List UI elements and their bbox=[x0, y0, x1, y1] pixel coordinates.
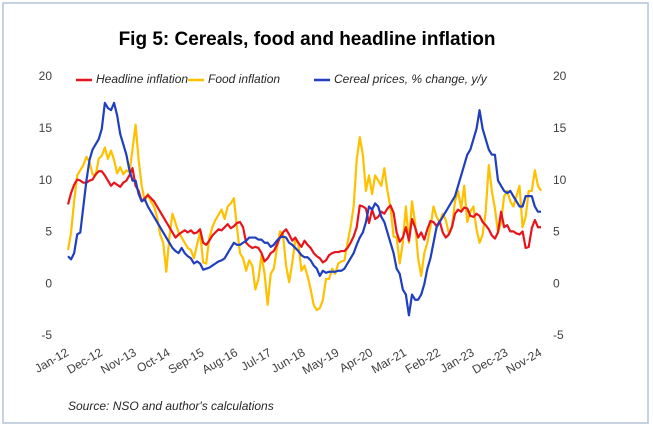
y-tick-label: -5 bbox=[41, 328, 52, 342]
y-tick-label: 5 bbox=[45, 225, 52, 239]
y2-tick-label: -5 bbox=[553, 328, 564, 342]
y-tick-label: 0 bbox=[45, 276, 52, 290]
frame bbox=[2, 2, 649, 424]
y2-tick-label: 10 bbox=[553, 173, 567, 187]
legend-label: Cereal prices, % change, y/y bbox=[334, 72, 488, 86]
y-tick-label: 10 bbox=[39, 173, 53, 187]
y2-tick-label: 5 bbox=[553, 225, 560, 239]
series-line bbox=[66, 167, 541, 264]
legend-label: Headline inflation bbox=[96, 72, 188, 86]
series-line bbox=[67, 101, 541, 317]
legend-label: Food inflation bbox=[208, 72, 280, 86]
chart-title: Fig 5: Cereals, food and headline inflat… bbox=[119, 29, 496, 50]
legend: Headline inflation Food inflation Cereal p… bbox=[76, 72, 488, 86]
y2-tick-label: 20 bbox=[553, 69, 567, 83]
y-tick-label: 15 bbox=[39, 121, 53, 135]
y-tick-label: 20 bbox=[39, 69, 53, 83]
y2-tick-label: 0 bbox=[553, 276, 560, 290]
y2-tick-label: 15 bbox=[553, 121, 567, 135]
source: Source: NSO and author's calculations bbox=[68, 399, 274, 413]
